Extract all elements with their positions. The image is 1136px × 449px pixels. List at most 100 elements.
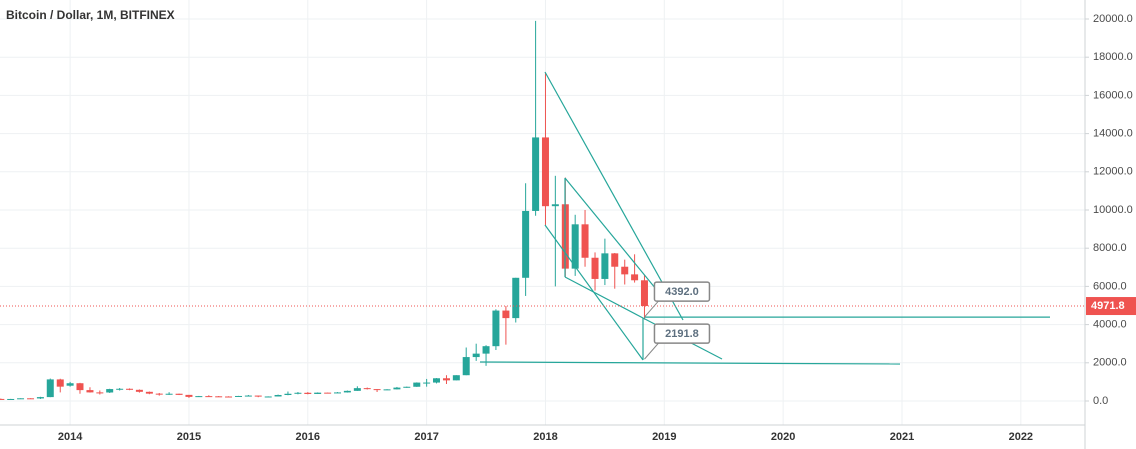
y-tick-label: 14000.0 — [1093, 128, 1133, 140]
x-tick-label: 2018 — [533, 431, 557, 443]
candle-body — [106, 389, 114, 393]
candle-body — [324, 392, 332, 394]
candle-body — [155, 393, 163, 395]
trendline — [564, 177, 666, 301]
y-tick-label: 18000.0 — [1093, 51, 1133, 63]
y-tick-label: 6000.0 — [1093, 280, 1127, 292]
candle-body — [27, 398, 35, 400]
candle-body — [314, 392, 322, 394]
candle-body — [413, 382, 421, 387]
candle-body — [254, 395, 262, 397]
candle-body — [66, 383, 74, 386]
candle-body — [591, 257, 599, 279]
callout-label: 4392.0 — [665, 286, 699, 298]
candle-body — [571, 224, 579, 269]
candle-body — [17, 398, 25, 400]
candle-body — [225, 396, 233, 398]
last-price-label: 4971.8 — [1091, 300, 1125, 312]
candle-body — [472, 353, 480, 358]
candle-body — [145, 391, 153, 394]
last-price-tag — [1086, 297, 1136, 316]
candle-body — [423, 382, 431, 384]
candle-body — [442, 378, 450, 381]
candle-body — [621, 266, 629, 275]
callout-pointer — [644, 300, 659, 318]
candle-body — [363, 388, 371, 390]
x-tick-label: 2014 — [58, 431, 83, 443]
x-tick-label: 2019 — [652, 431, 676, 443]
callout-box — [653, 323, 711, 344]
candle-body — [7, 398, 15, 400]
candle-body — [46, 379, 54, 398]
y-tick-label: 20000.0 — [1093, 13, 1133, 25]
x-tick-label: 2015 — [177, 431, 201, 443]
y-tick-label: 0.0 — [1093, 395, 1108, 407]
candle-body — [482, 346, 490, 354]
candle-body — [522, 210, 530, 278]
x-tick-label: 2021 — [890, 431, 914, 443]
candle-body — [373, 389, 381, 391]
candle-body — [215, 396, 223, 398]
candle-body — [165, 393, 173, 395]
candle-body — [601, 253, 609, 279]
candle-body — [383, 389, 391, 391]
trendline — [479, 361, 901, 365]
y-tick-label: 10000.0 — [1093, 204, 1133, 216]
candle-body — [462, 357, 470, 376]
candle-body — [126, 388, 134, 390]
candle-body — [581, 224, 589, 258]
overlay: 4392.0 2191.8 — [0, 281, 1085, 360]
x-tick-label: 2016 — [296, 431, 320, 443]
callout-pointer — [644, 342, 659, 360]
candle-body — [403, 386, 411, 388]
candle-body — [393, 387, 401, 390]
candle-body — [244, 395, 252, 397]
y-tick-label: 4000.0 — [1093, 319, 1127, 331]
candle-body — [452, 375, 460, 381]
candle-body — [631, 274, 639, 281]
trendlines — [479, 71, 901, 365]
candle-body — [264, 396, 272, 398]
candle-body — [116, 388, 124, 390]
y-tick-label: 2000.0 — [1093, 357, 1127, 369]
callout-label: 2191.8 — [665, 328, 699, 340]
candle-body — [502, 310, 510, 319]
candle-body — [0, 398, 5, 400]
y-tick-label: 12000.0 — [1093, 166, 1133, 178]
candle-body — [532, 137, 540, 211]
candle-body — [294, 392, 302, 394]
candle-body — [640, 280, 648, 307]
callout-box — [653, 281, 711, 302]
candle-body — [76, 383, 84, 391]
candle-body — [36, 397, 44, 399]
candle-body — [135, 389, 143, 392]
candle-body — [492, 310, 500, 347]
candle-body — [343, 390, 351, 393]
candle-body — [86, 390, 94, 393]
candle-body — [175, 393, 183, 395]
candle-body — [512, 277, 520, 319]
trendline — [564, 276, 644, 319]
candle-body — [284, 393, 292, 395]
candle-body — [195, 396, 203, 398]
x-tick-label: 2017 — [414, 431, 438, 443]
candle-body — [334, 392, 342, 394]
candle-body — [551, 204, 559, 207]
candle-body — [541, 137, 549, 207]
x-tick-label: 2020 — [771, 431, 795, 443]
trendline — [544, 71, 684, 321]
y-tick-label: 16000.0 — [1093, 89, 1133, 101]
candle-body — [432, 378, 440, 383]
y-tick-label: 8000.0 — [1093, 242, 1127, 254]
x-tick-label: 2022 — [1009, 431, 1033, 443]
candle-body — [304, 392, 312, 394]
candle-body — [205, 396, 213, 398]
candle-body — [56, 379, 64, 387]
chart-title: Bitcoin / Dollar, 1M, BITFINEX — [6, 8, 175, 22]
candle-body — [185, 394, 193, 397]
candle-body — [353, 388, 361, 391]
candle-body — [235, 395, 243, 397]
candle-body — [274, 394, 282, 397]
candle-body — [96, 392, 104, 394]
